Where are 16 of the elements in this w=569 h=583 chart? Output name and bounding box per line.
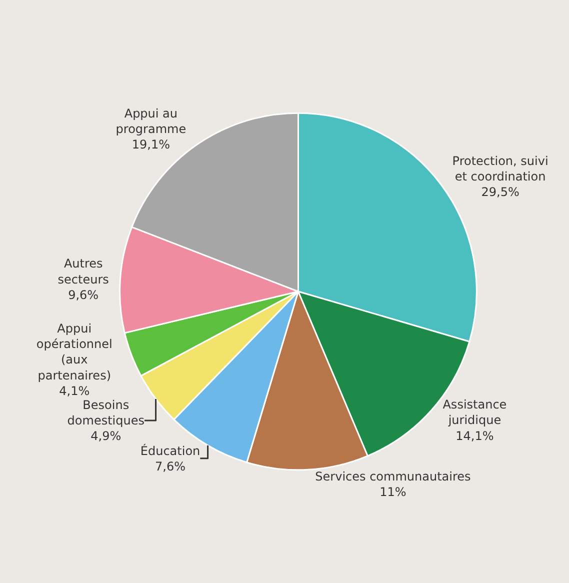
slice-label: Appui opérationnel (aux partenaires) [36, 322, 112, 382]
data-label: 29,5% [481, 184, 520, 199]
slice-label: Appui au programme [116, 106, 186, 136]
slice-label: Protection, suivi et coordination [452, 154, 548, 184]
data-label: 7,6% [155, 460, 186, 474]
data-label: 11% [380, 485, 406, 500]
slice-label: Services communautaires [315, 470, 471, 484]
data-label: 9,6% [68, 288, 99, 302]
data-label: 4,9% [90, 429, 122, 444]
data-label: 14,1% [456, 428, 494, 443]
slice-label: Assistance juridique [442, 398, 507, 428]
slice-label: Autres secteurs [58, 256, 109, 286]
data-label: 19,1% [132, 138, 170, 152]
slice-label: Éducation [140, 443, 200, 458]
slice-label: Besoins domestiques [67, 398, 144, 428]
data-label: 4,1% [59, 384, 90, 398]
